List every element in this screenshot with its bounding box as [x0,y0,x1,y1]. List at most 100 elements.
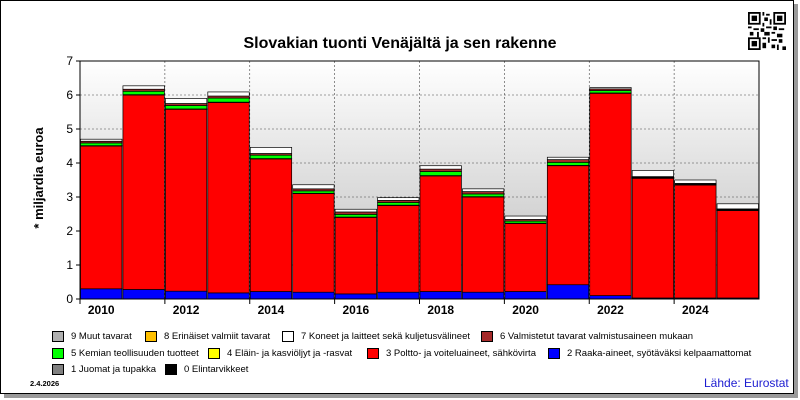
bar-2023-s3 [631,177,674,299]
bar-2022-s3 [589,92,632,296]
bar-2011-s3 [122,94,165,290]
bar-2012-s3 [165,108,208,292]
bar-2022-s2 [589,295,632,300]
bar-2016-s6 [334,211,377,215]
bar-2018-s5 [419,171,462,176]
bar-2016-s2 [334,293,377,300]
legend-swatch-9 [52,331,64,342]
bar-2018-s6 [419,168,462,172]
legend-swatch-4 [208,348,220,359]
legend-item-9: 9 Muut tavarat [52,331,132,342]
bar-2020-s7 [504,215,547,220]
bar-2024-s7 [674,179,717,184]
legend-label-0: 0 Elintarvikkeet [184,364,249,375]
legend-label-3: 3 Poltto- ja voiteluaineet, sähkövirta [386,348,536,359]
bar-2015-s7 [292,184,335,190]
bar-2010-s2 [80,288,123,300]
bar-2016-s3 [334,217,377,295]
legend-item-1: 1 Juomat ja tupakka [52,364,156,375]
ytick-label-6: 6 [66,88,73,102]
qr-code-icon [748,12,786,50]
bar-2023-s7 [631,170,674,177]
legend-item-6: 6 Valmistetut tavarat valmistusaineen mu… [481,331,693,342]
bar-2014-s5 [249,154,293,159]
bar-2019-s6 [462,191,505,195]
legend-item-4: 4 Eläin- ja kasviöljyt ja -rasvat [208,348,352,359]
bar-2018-s2 [419,291,462,300]
bar-2010-s7 [80,138,123,142]
xtick-label-2016: 2016 [342,303,369,317]
xtick-label-2022: 2022 [597,303,624,317]
legend-label-8: 8 Erinäiset valmiit tavarat [164,331,271,342]
bar-2014-s3 [249,158,293,292]
bar-2018-s7 [419,165,462,170]
bar-2020-s2 [504,291,547,300]
legend-label-9: 9 Muut tavarat [71,331,132,342]
ytick-label-2: 2 [66,224,73,238]
bar-2011-s5 [122,90,165,96]
ytick-label-7: 7 [66,54,73,68]
legend-label-7: 7 Koneet ja laitteet sekä kuljetusväline… [301,331,470,342]
source-label: Lähde: Eurostat [704,376,789,390]
legend-swatch-8 [145,331,157,342]
bar-2022-s5 [589,90,632,94]
bar-2025-s7 [716,203,759,210]
bar-2025-s3 [716,210,759,299]
legend-swatch-1 [52,364,64,375]
legend-item-3: 3 Poltto- ja voiteluaineet, sähkövirta [367,348,536,359]
bar-2012-s5 [165,105,208,110]
legend-label-2: 2 Raaka-aineet, syötäväksi kelpaamattoma… [567,348,752,359]
bar-2017-s7 [377,197,420,201]
legend-item-0: 0 Elintarvikkeet [165,364,248,375]
xtick-label-2014: 2014 [258,303,285,317]
bar-2015-s3 [292,193,335,293]
chart-title: Slovakian tuonti Venäjältä ja sen rakenn… [243,35,556,52]
legend-item-7: 7 Koneet ja laitteet sekä kuljetusväline… [282,331,470,342]
legend-swatch-2 [548,348,560,359]
legend-item-8: 8 Erinäiset valmiit tavarat [145,331,270,342]
bar-2013-s7 [207,91,250,97]
legend-item-2: 2 Raaka-aineet, syötäväksi kelpaamattoma… [548,348,751,359]
bar-2022-s7 [589,87,632,90]
bar-2011-s2 [122,289,165,300]
legend-swatch-0 [165,364,177,375]
bar-2017-s3 [377,205,420,293]
xtick-label-2010: 2010 [88,303,115,317]
ytick-label-5: 5 [66,122,73,136]
bar-2012-s7 [165,98,208,104]
xtick-label-2012: 2012 [173,303,200,317]
bar-2020-s3 [504,223,547,292]
ytick-label-4: 4 [66,156,73,170]
ytick-label-1: 1 [66,258,73,272]
bar-2016-s7 [334,208,377,213]
bar-2021-s6 [546,159,590,163]
bar-2019-s3 [462,196,505,293]
bar-2017-s2 [377,291,420,300]
legend-label-4: 4 Eläin- ja kasviöljyt ja -rasvat [227,348,353,359]
bar-2021-s7 [546,156,590,160]
xtick-label-2024: 2024 [682,303,709,317]
bar-2016-s5 [334,213,377,218]
bar-2011-s7 [122,85,165,90]
xtick-label-2020: 2020 [512,303,539,317]
bar-2017-s5 [377,202,420,206]
legend-swatch-3 [367,348,379,359]
bar-2018-s3 [419,175,462,292]
ytick-label-0: 0 [66,292,73,306]
date-label: 2.4.2026 [30,379,60,388]
legend-label-6: 6 Valmistetut tavarat valmistusaineen mu… [500,331,694,342]
bar-2010-s3 [80,145,123,290]
bar-2010-s5 [80,142,123,147]
legend-swatch-6 [481,331,493,342]
ytick-label-3: 3 [66,190,73,204]
bar-2024-s3 [674,184,717,299]
bar-2015-s2 [292,291,335,300]
bar-2021-s3 [546,165,590,286]
bar-2013-s2 [207,292,250,300]
legend-label-5: 5 Kemian teollisuuden tuotteet [71,348,199,359]
legend-item-5: 5 Kemian teollisuuden tuotteet [52,348,199,359]
bar-2014-s7 [249,147,293,154]
bar-2014-s2 [249,291,293,300]
bar-2012-s2 [165,290,208,300]
bar-2013-s3 [207,102,250,294]
